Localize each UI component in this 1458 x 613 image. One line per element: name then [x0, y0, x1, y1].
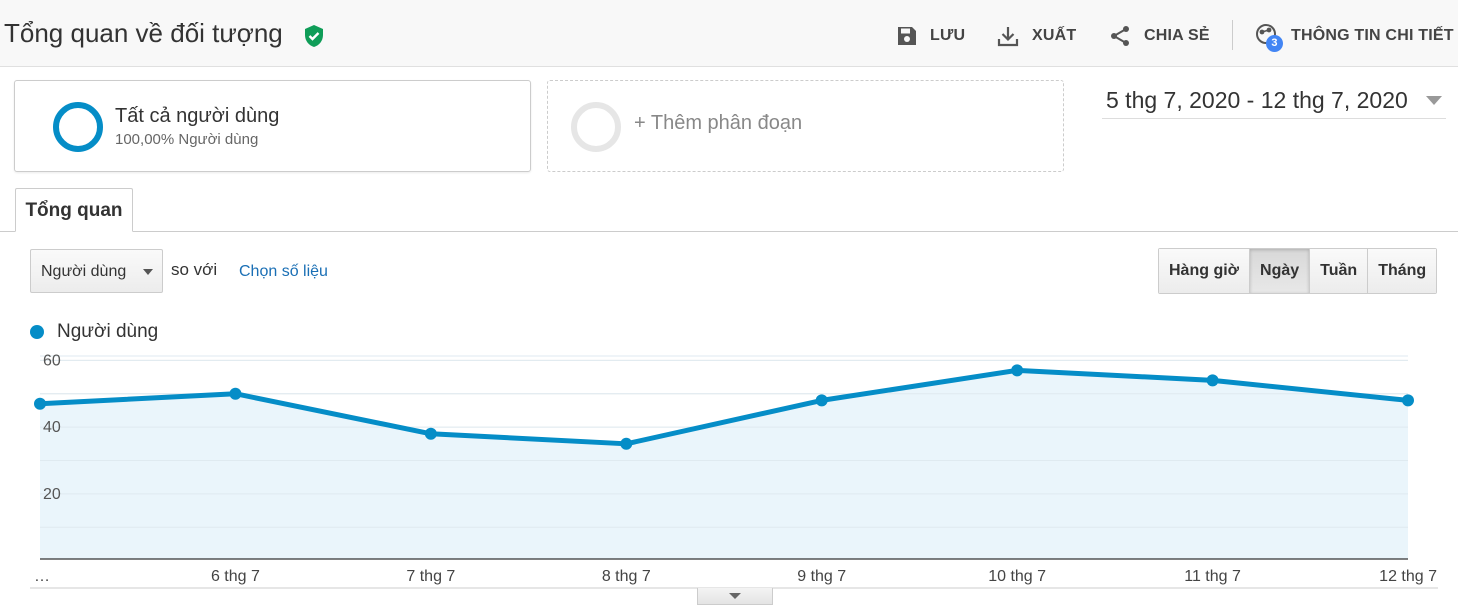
x-tick-label: …: [34, 568, 50, 585]
export-button[interactable]: XUẤT: [996, 22, 1076, 50]
segment-share: 100,00% Người dùng: [115, 131, 259, 148]
add-segment-button[interactable]: + Thêm phân đoạn: [547, 80, 1064, 172]
x-tick-label: 10 thg 7: [988, 568, 1046, 585]
data-point: [815, 394, 828, 407]
data-point: [229, 387, 242, 400]
x-tick-label: 7 thg 7: [406, 568, 455, 585]
insights-count-badge: 3: [1266, 35, 1283, 52]
tab-overview[interactable]: Tổng quan: [15, 188, 133, 232]
x-tick-label: 8 thg 7: [602, 568, 651, 585]
save-label: LƯU: [930, 27, 966, 44]
compare-text: so với: [171, 260, 218, 279]
x-tick-label: 12 thg 7: [1379, 568, 1437, 585]
data-point: [620, 437, 633, 450]
choose-metric-link[interactable]: Chọn số liệu: [239, 263, 328, 280]
report-header: Tổng quan về đối tượng LƯU XUẤT CHIA SẺ: [0, 0, 1458, 67]
x-tick-label: 11 thg 7: [1184, 568, 1241, 585]
date-range-text: 5 thg 7, 2020 - 12 thg 7, 2020: [1106, 87, 1408, 113]
save-icon: [898, 27, 916, 45]
chevron-down-icon: [729, 593, 741, 599]
data-point: [1402, 394, 1414, 407]
tab-divider: [0, 231, 1458, 232]
y-tick-label: 20: [43, 486, 61, 503]
insights-label: THÔNG TIN CHI TIẾT: [1291, 27, 1454, 44]
share-icon: [1111, 26, 1129, 46]
data-point: [1206, 374, 1219, 387]
granularity-month-button[interactable]: Tháng: [1367, 249, 1437, 293]
date-range-picker[interactable]: 5 thg 7, 2020 - 12 thg 7, 2020: [1102, 84, 1446, 119]
data-point: [424, 427, 437, 440]
y-tick-label: 40: [43, 419, 61, 436]
verified-shield-icon: [305, 25, 323, 47]
chevron-down-icon: [1426, 96, 1442, 105]
series-area: [40, 370, 1408, 559]
x-tick-label: 6 thg 7: [211, 568, 260, 585]
metric-select-value: Người dùng: [41, 263, 127, 280]
add-segment-label: + Thêm phân đoạn: [634, 112, 803, 134]
segment-all-users[interactable]: Tất cả người dùng 100,00% Người dùng: [14, 80, 531, 172]
save-button[interactable]: LƯU: [896, 22, 965, 50]
insights-icon-wrap: 3: [1254, 22, 1283, 52]
segment-name: Tất cả người dùng: [115, 105, 280, 127]
legend-marker: [30, 325, 44, 339]
expand-chart-handle[interactable]: [697, 588, 773, 605]
toolbar-divider: [1232, 20, 1233, 50]
legend-label: Người dùng: [57, 321, 159, 342]
users-line-chart: 20 40 60 … 6 thg 7 7 thg 7 8 thg 7 9 thg 7 10 th…: [30, 352, 1438, 589]
granularity-day-button[interactable]: Ngày: [1249, 249, 1310, 293]
segment-ring-icon: [53, 102, 103, 152]
series-line: [39, 367, 1409, 447]
granularity-toggle: Hàng giờ Ngày Tuần Tháng: [1158, 248, 1438, 294]
granularity-week-button[interactable]: Tuần: [1309, 249, 1368, 293]
data-point: [34, 397, 46, 410]
x-tick-label: 9 thg 7: [797, 568, 846, 585]
data-point: [1011, 364, 1024, 377]
share-label: CHIA SẺ: [1144, 27, 1210, 44]
y-tick-label: 60: [43, 352, 61, 369]
metric-select[interactable]: Người dùng: [30, 249, 163, 293]
granularity-hour-button[interactable]: Hàng giờ: [1159, 249, 1250, 293]
chevron-down-icon: [143, 269, 153, 275]
share-button[interactable]: CHIA SẺ: [1108, 22, 1210, 50]
export-label: XUẤT: [1032, 27, 1077, 44]
page-title: Tổng quan về đối tượng: [4, 18, 283, 48]
download-icon: [997, 27, 1019, 47]
insights-button[interactable]: 3 THÔNG TIN CHI TIẾT: [1254, 22, 1454, 52]
empty-segment-ring-icon: [571, 102, 621, 152]
